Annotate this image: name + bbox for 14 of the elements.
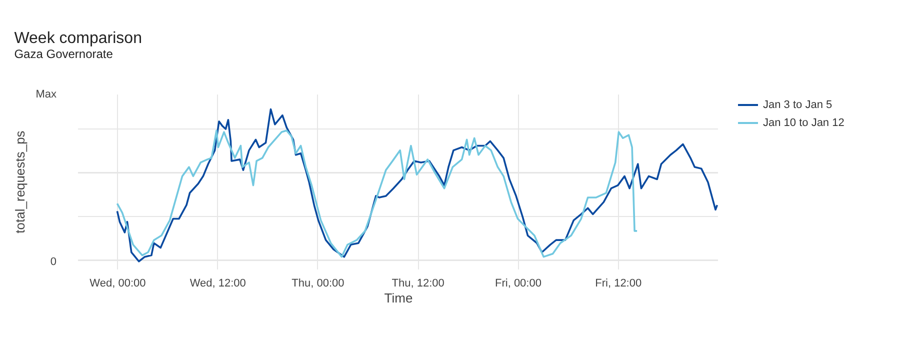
x-tick-label: Wed, 00:00	[90, 278, 146, 290]
x-tick-label: Fri, 12:00	[595, 278, 642, 290]
x-tick-label: Fri, 00:00	[495, 278, 542, 290]
x-tick-label: Thu, 12:00	[392, 278, 444, 290]
legend-label: Jan 10 to Jan 12	[763, 117, 844, 129]
x-tick-label: Wed, 12:00	[190, 278, 246, 290]
text: Max	[36, 88, 57, 100]
text: 0	[50, 256, 56, 268]
chart-title: Week comparison	[14, 30, 142, 47]
y-axis-title: total_requests_ps	[12, 130, 28, 234]
x-axis-title: Time	[384, 290, 413, 306]
chart-subtitle: Gaza Governorate	[14, 47, 114, 61]
x-tick-label: Thu, 00:00	[292, 278, 344, 290]
legend-label: Jan 3 to Jan 5	[763, 99, 832, 111]
